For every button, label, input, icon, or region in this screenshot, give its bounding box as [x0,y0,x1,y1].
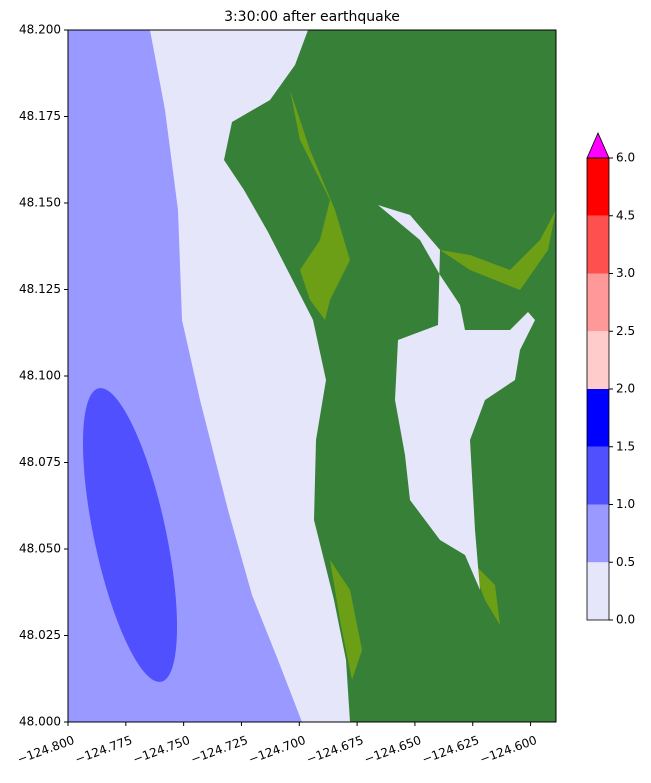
colorbar-segment [587,446,609,505]
y-tick-label: 48.175 [19,109,61,123]
x-tick-label: −124.650 [362,733,423,767]
colorbar-segment [587,562,609,620]
shore [290,90,350,320]
y-tick-label: 48.200 [19,23,61,37]
y-tick-label: 48.075 [19,455,61,469]
x-tick-label: −124.775 [73,733,134,767]
colorbar-segment [587,331,609,389]
colorbar-extension [586,132,610,159]
x-tick-label: −124.700 [247,733,308,767]
shore [440,210,556,290]
colorbar-tick-label: 1.0 [616,497,635,511]
x-tick-label: −124.600 [478,733,539,767]
y-tick-label: 48.050 [19,542,61,556]
x-tick-label: −124.675 [304,733,365,767]
islet [434,482,452,496]
colorbar-segment [587,215,609,274]
colorbar-segment [587,389,609,447]
x-tick-label: −124.750 [131,733,192,767]
colorbar-tick-label: 0.5 [616,555,635,569]
y-tick-label: 48.000 [19,715,61,729]
y-tick-label: 48.100 [19,369,61,383]
colorbar-tick-label: 2.0 [616,382,635,396]
colorbar-tick-label: 4.5 [616,208,635,222]
colorbar-segment [587,273,609,332]
x-tick-label: −124.625 [420,733,481,767]
bay [378,205,535,590]
colorbar-segment [587,158,609,216]
y-tick-label: 48.125 [19,282,61,296]
x-tick-label: −124.800 [15,733,76,767]
chart-title: 3:30:00 after earthquake [224,9,400,25]
colorbar-tick-label: 2.5 [616,324,635,338]
x-tick-label: −124.725 [189,733,250,767]
water-region [82,388,178,682]
y-tick-label: 48.025 [19,628,61,642]
y-tick-label: 48.150 [19,196,61,210]
colorbar-segment [587,504,609,563]
colorbar-tick-label: 3.0 [616,266,635,280]
colorbar-tick-label: 6.0 [616,151,635,165]
map [68,30,556,722]
colorbar-tick-label: 1.5 [616,439,635,453]
colorbar-tick-label: 0.0 [616,613,635,627]
shore [330,560,362,680]
